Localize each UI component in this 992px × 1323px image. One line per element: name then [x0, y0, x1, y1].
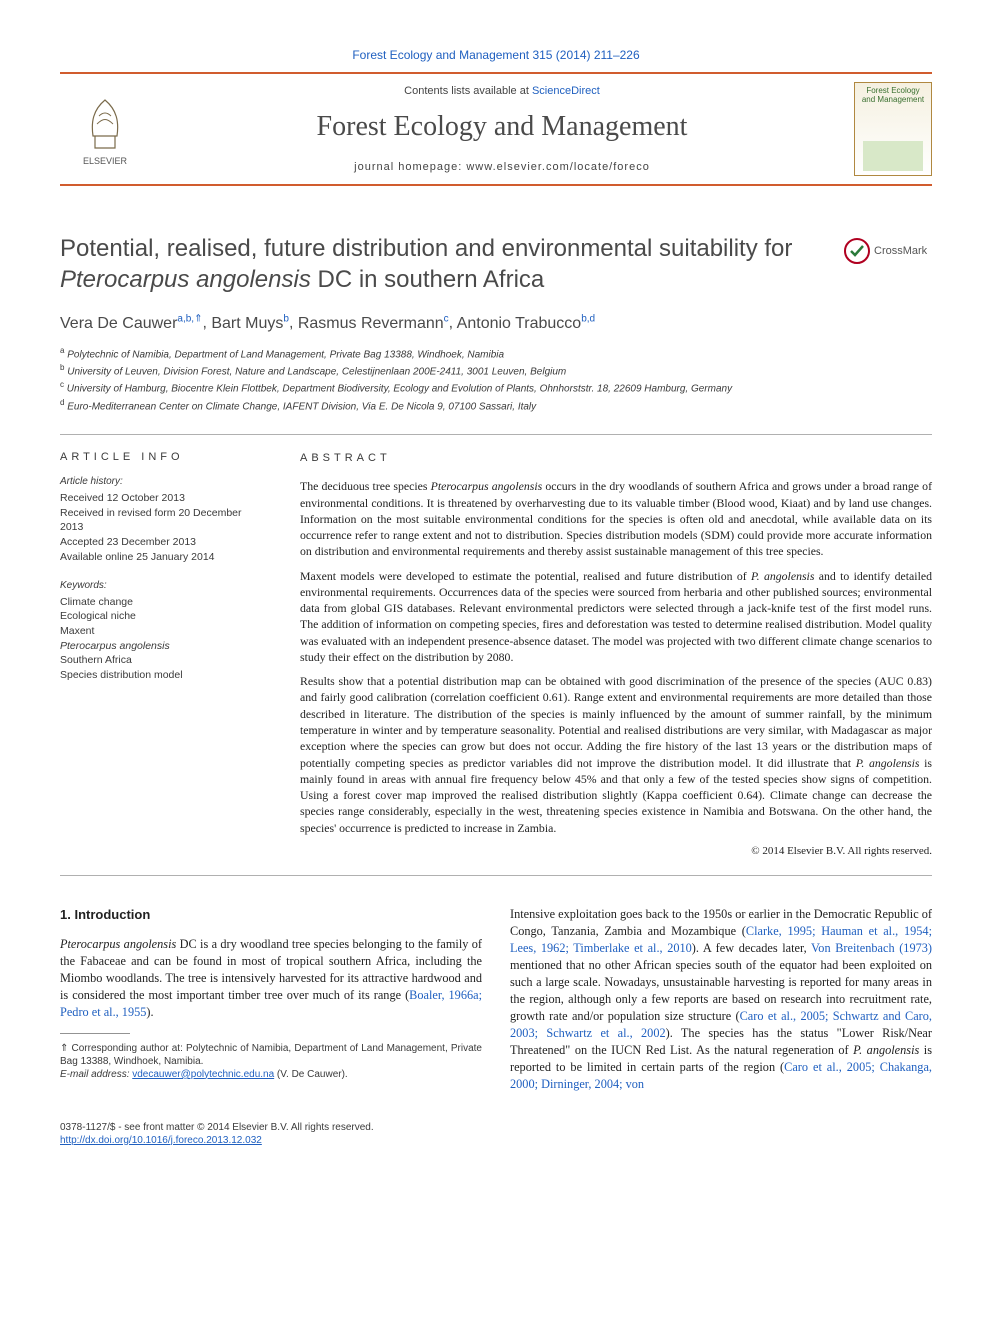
affiliation-c: c University of Hamburg, Biocentre Klein…: [60, 379, 932, 396]
intro-right-p1: Intensive exploitation goes back to the …: [510, 906, 932, 1093]
email-name: (V. De Cauwer).: [274, 1069, 348, 1080]
title-text-pre: Potential, realised, future distribution…: [60, 235, 792, 262]
keyword: Southern Africa: [60, 653, 264, 668]
email-link[interactable]: vdecauwer@polytechnic.edu.na: [132, 1069, 274, 1080]
history-item: Available online 25 January 2014: [60, 550, 264, 565]
corresponding-mark-icon: ⇑: [194, 313, 202, 324]
email-footnote: E-mail address: vdecauwer@polytechnic.ed…: [60, 1068, 482, 1081]
issn-line: 0378-1127/$ - see front matter © 2014 El…: [60, 1121, 932, 1134]
author-aff: a,b,: [177, 313, 194, 324]
author-aff: b: [283, 313, 289, 324]
corresponding-footnote: ⇑ Corresponding author at: Polytechnic o…: [60, 1042, 482, 1068]
keyword: Maxent: [60, 624, 264, 639]
article-info-heading: article info: [60, 451, 264, 463]
affiliations: a Polytechnic of Namibia, Department of …: [60, 345, 932, 414]
body-columns: 1. Introduction Pterocarpus angolensis D…: [60, 906, 932, 1103]
header-center: Contents lists available at ScienceDirec…: [150, 85, 854, 173]
keyword: Ecological niche: [60, 609, 264, 624]
crossmark-badge[interactable]: CrossMark: [844, 238, 932, 264]
intro-left-p1: Pterocarpus angolensis DC is a dry woodl…: [60, 936, 482, 1021]
abstract-heading: abstract: [300, 451, 932, 466]
crossmark-icon: [844, 238, 870, 264]
article-info-col: article info Article history: Received 1…: [60, 435, 278, 875]
abstract-p1: The deciduous tree species Pterocarpus a…: [300, 478, 932, 559]
author-0: Vera De Cauwera,b,⇑: [60, 315, 202, 332]
keywords-block: Keywords: Climate change Ecological nich…: [60, 579, 264, 683]
article-title: Potential, realised, future distribution…: [60, 234, 826, 295]
homepage-prefix: journal homepage:: [354, 161, 466, 173]
author-3: Antonio Trabuccob,d: [457, 315, 595, 332]
citation-link[interactable]: Forest Ecology and Management 315 (2014)…: [352, 48, 639, 62]
title-row: Potential, realised, future distribution…: [60, 234, 932, 295]
right-column: Intensive exploitation goes back to the …: [510, 906, 932, 1103]
journal-homepage: journal homepage: www.elsevier.com/locat…: [150, 161, 854, 173]
history-item: Received in revised form 20 December 201…: [60, 506, 264, 535]
email-label: E-mail address:: [60, 1069, 132, 1080]
left-column: 1. Introduction Pterocarpus angolensis D…: [60, 906, 482, 1103]
author-name: Vera De Cauwer: [60, 315, 177, 332]
journal-name: Forest Ecology and Management: [150, 111, 854, 143]
journal-header: ELSEVIER Contents lists available at Sci…: [60, 72, 932, 186]
affiliation-a: a Polytechnic of Namibia, Department of …: [60, 345, 932, 362]
meta-row: article info Article history: Received 1…: [60, 434, 932, 876]
keyword: Climate change: [60, 595, 264, 610]
author-1: Bart Muysb: [211, 315, 289, 332]
doi-link[interactable]: http://dx.doi.org/10.1016/j.foreco.2013.…: [60, 1135, 262, 1146]
abstract-p3: Results show that a potential distributi…: [300, 673, 932, 836]
author-aff: c: [444, 313, 449, 324]
elsevier-tree-icon: [73, 92, 137, 156]
corr-text: Corresponding author at: Polytechnic of …: [60, 1043, 482, 1067]
intro-heading: 1. Introduction: [60, 906, 482, 924]
homepage-url: www.elsevier.com/locate/foreco: [466, 161, 649, 173]
affiliation-d: d Euro-Mediterranean Center on Climate C…: [60, 397, 932, 414]
author-name: Rasmus Revermann: [298, 315, 444, 332]
page-footer: 0378-1127/$ - see front matter © 2014 El…: [60, 1121, 932, 1147]
keywords-label: Keywords:: [60, 579, 264, 593]
publisher-label: ELSEVIER: [83, 156, 127, 166]
article-history: Article history: Received 12 October 201…: [60, 475, 264, 564]
author-aff: b,d: [581, 313, 595, 324]
title-species: Pterocarpus angolensis: [60, 266, 311, 293]
cover-title: Forest Ecology and Management: [859, 87, 927, 105]
contents-prefix: Contents lists available at: [404, 85, 532, 97]
ref-link[interactable]: Von Breitenbach (1973): [811, 941, 932, 955]
author-2: Rasmus Revermannc: [298, 315, 449, 332]
abstract-copyright: © 2014 Elsevier B.V. All rights reserved…: [300, 844, 932, 859]
abstract-p2: Maxent models were developed to estimate…: [300, 568, 932, 666]
affiliation-b: b University of Leuven, Division Forest,…: [60, 362, 932, 379]
footnote-rule: [60, 1033, 130, 1034]
author-name: Bart Muys: [211, 315, 283, 332]
page: Forest Ecology and Management 315 (2014)…: [0, 0, 992, 1187]
author-name: Antonio Trabucco: [457, 315, 582, 332]
keyword: Pterocarpus angolensis: [60, 639, 264, 654]
sciencedirect-link[interactable]: ScienceDirect: [532, 85, 600, 97]
title-text-post: DC in southern Africa: [311, 266, 544, 293]
author-list: Vera De Cauwera,b,⇑, Bart Muysb, Rasmus …: [60, 313, 932, 332]
history-item: Accepted 23 December 2013: [60, 535, 264, 550]
history-label: Article history:: [60, 475, 264, 489]
keyword: Species distribution model: [60, 668, 264, 683]
crossmark-label: CrossMark: [874, 245, 927, 257]
journal-cover-thumb: Forest Ecology and Management: [854, 82, 932, 176]
abstract-col: abstract The deciduous tree species Pter…: [278, 435, 932, 875]
citation-line: Forest Ecology and Management 315 (2014)…: [60, 48, 932, 62]
elsevier-logo: ELSEVIER: [60, 84, 150, 174]
history-item: Received 12 October 2013: [60, 491, 264, 506]
contents-line: Contents lists available at ScienceDirec…: [150, 85, 854, 97]
cover-image-icon: [863, 141, 923, 171]
